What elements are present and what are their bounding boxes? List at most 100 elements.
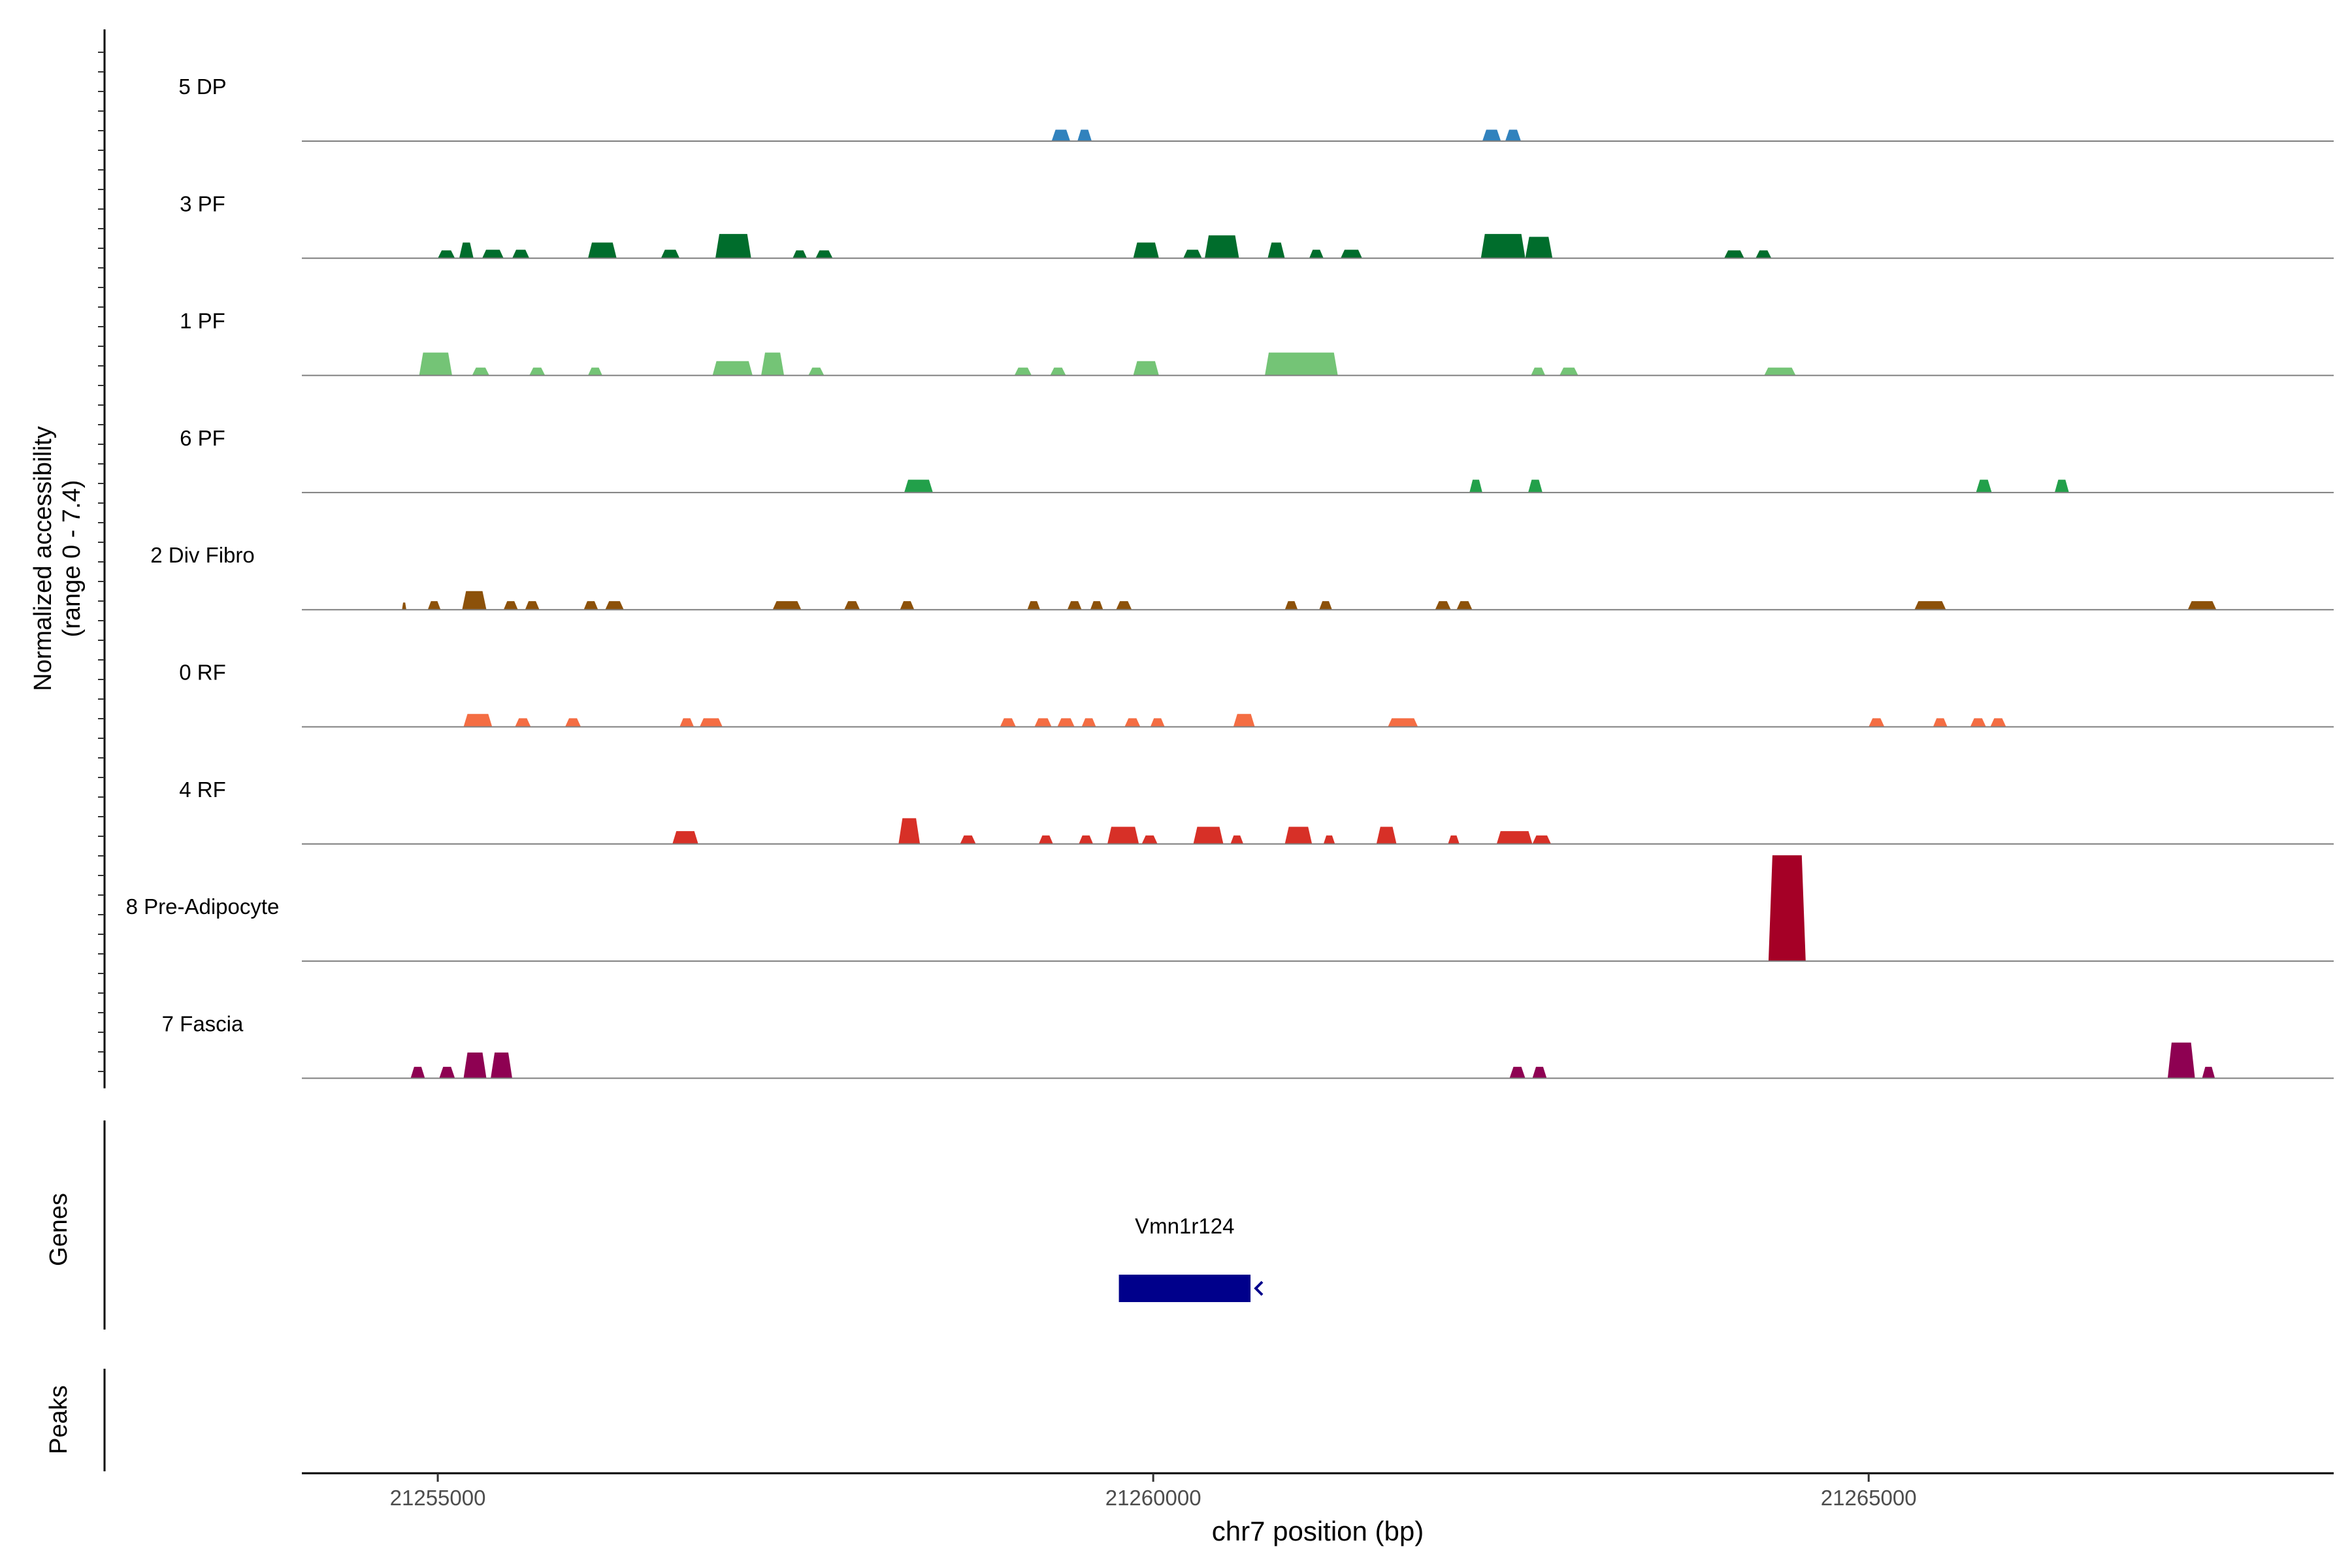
x-tick-label: 21265000	[1821, 1486, 1917, 1510]
accessibility-peak	[1079, 835, 1094, 844]
accessibility-peak	[1448, 835, 1460, 844]
accessibility-peak	[2167, 1042, 2195, 1079]
accessibility-peak	[1768, 855, 1806, 962]
peaks-panel: Peaks	[45, 1369, 106, 1471]
accessibility-peak	[2187, 601, 2217, 610]
accessibility-peak	[427, 601, 441, 610]
accessibility-peak	[1233, 713, 1255, 727]
accessibility-peak	[1284, 826, 1313, 844]
accessibility-peak	[588, 242, 617, 259]
accessibility-peak	[1388, 718, 1418, 727]
track-label: 1 PF	[180, 309, 225, 333]
accessibility-peak	[515, 718, 531, 727]
track-label: 2 Div Fibro	[150, 543, 255, 567]
accessibility-peak	[1265, 352, 1338, 376]
track-4-rf: 4 RF	[179, 777, 2334, 845]
accessibility-peak	[1532, 835, 1551, 844]
track-label: 0 RF	[179, 661, 226, 685]
x-tick-label: 21255000	[390, 1486, 486, 1510]
accessibility-peak	[960, 835, 976, 844]
accessibility-peak	[1027, 601, 1041, 610]
y-axis-title-line-2: (range 0 - 7.4)	[58, 480, 86, 638]
x-tick-label: 21260000	[1105, 1486, 1201, 1510]
accessibility-peak	[491, 1053, 512, 1079]
accessibility-peak	[402, 602, 406, 610]
track-3-pf: 3 PF	[180, 191, 2334, 259]
accessibility-peak	[503, 601, 518, 610]
accessibility-peak	[1764, 367, 1796, 376]
accessibility-peak	[1090, 601, 1103, 610]
accessibility-peak	[1034, 718, 1052, 727]
genes-panel: Genes Vmn1r124	[45, 1120, 1264, 1330]
track-5-dp: 5 DP	[178, 74, 2334, 142]
coverage-tracks: 5 DP 3 PF 1 PF 6 PF 2 Div Fibro 0 RF 4 RF 8 Pre…	[126, 74, 2334, 1079]
track-label: 8 Pre-Adipocyte	[126, 894, 280, 919]
accessibility-peak	[482, 250, 504, 259]
accessibility-peak	[1505, 129, 1521, 141]
accessibility-peak	[1531, 367, 1546, 376]
accessibility-peak	[525, 601, 540, 610]
accessibility-peak	[2202, 1066, 2215, 1079]
accessibility-peak	[1525, 237, 1553, 259]
accessibility-peak	[1990, 718, 2006, 727]
accessibility-peak	[462, 591, 487, 610]
accessibility-peak	[1141, 835, 1158, 844]
accessibility-peak	[1756, 250, 1772, 259]
accessibility-peak	[1560, 367, 1578, 376]
track-label: 6 PF	[180, 426, 225, 450]
track-7-fascia: 7 Fascia	[162, 1011, 2334, 1079]
accessibility-peak	[844, 601, 860, 610]
accessibility-peak	[761, 352, 785, 376]
accessibility-peak	[712, 361, 753, 376]
accessibility-peak	[1341, 250, 1362, 259]
accessibility-peak	[605, 601, 624, 610]
track-6-pf: 6 PF	[180, 426, 2334, 493]
accessibility-peak	[1133, 361, 1159, 376]
accessibility-peak	[1057, 718, 1075, 727]
accessibility-peak	[1456, 601, 1473, 610]
gene-body	[1119, 1275, 1251, 1302]
accessibility-peak	[1469, 480, 1482, 493]
accessibility-peak	[815, 250, 833, 259]
accessibility-peak	[1205, 235, 1239, 259]
genes-panel-title: Genes	[45, 1193, 73, 1266]
accessibility-peak	[1323, 835, 1335, 844]
accessibility-peak	[439, 1066, 455, 1079]
accessibility-peak	[904, 480, 933, 493]
x-axis-title: chr7 position (bp)	[1212, 1516, 1424, 1546]
accessibility-peak	[792, 250, 808, 259]
accessibility-peak	[1067, 601, 1082, 610]
accessibility-peak	[772, 601, 802, 610]
gene-label: Vmn1r124	[1135, 1214, 1234, 1238]
y-axis-title-line-1: Normalized accessibility	[29, 426, 57, 691]
accessibility-peak	[1319, 601, 1332, 610]
track-0-rf: 0 RF	[179, 661, 2334, 728]
accessibility-peak	[679, 718, 694, 727]
accessibility-peak	[1435, 601, 1451, 610]
track-label: 7 Fascia	[162, 1011, 244, 1036]
accessibility-peak	[1038, 835, 1053, 844]
left-axis-lines	[98, 29, 106, 1088]
accessibility-peak	[583, 601, 598, 610]
accessibility-peak	[410, 1066, 425, 1079]
track-8-pre-adipocyte: 8 Pre-Adipocyte	[126, 855, 2334, 962]
track-2-div-fibro: 2 Div Fibro	[150, 543, 2334, 611]
accessibility-peak	[1528, 480, 1543, 493]
accessibility-peak	[699, 718, 723, 727]
accessibility-peak	[1081, 718, 1096, 727]
accessibility-peak	[512, 250, 530, 259]
accessibility-peak	[1230, 835, 1244, 844]
accessibility-peak	[1193, 826, 1224, 844]
accessibility-peak	[661, 250, 680, 259]
peaks-panel-title: Peaks	[45, 1385, 73, 1454]
accessibility-peak	[1051, 129, 1071, 141]
accessibility-peak	[672, 831, 698, 844]
accessibility-peak	[1914, 601, 1946, 610]
track-label: 4 RF	[179, 777, 226, 802]
accessibility-peak	[565, 718, 581, 727]
accessibility-peak	[1124, 718, 1141, 727]
accessibility-peak	[1077, 129, 1092, 141]
accessibility-peak	[1150, 718, 1165, 727]
accessibility-peak	[1480, 234, 1526, 259]
